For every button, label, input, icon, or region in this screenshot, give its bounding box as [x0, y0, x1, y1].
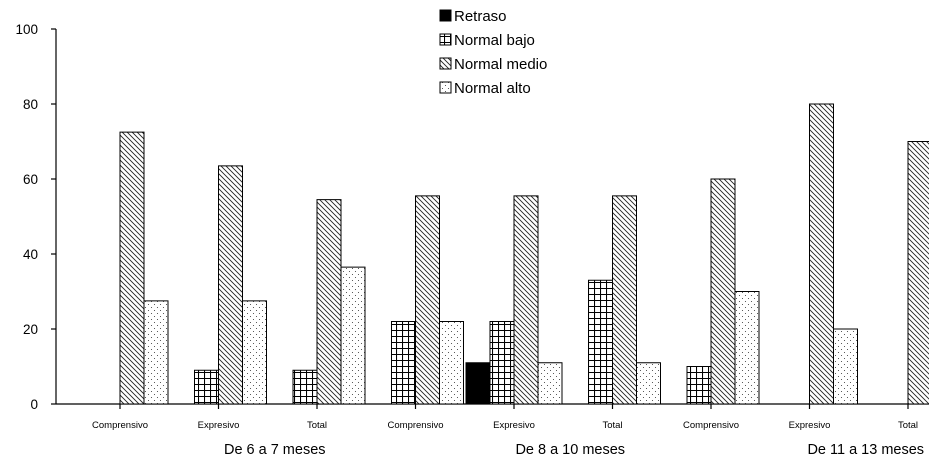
- legend-label: Normal medio: [454, 56, 547, 73]
- x-tick-label: Total: [602, 420, 622, 431]
- legend: Retraso Normal bajo Normal medio Normal alt…: [439, 8, 547, 97]
- bar-normal-bajo: [194, 369, 219, 405]
- legend-label: Retraso: [454, 8, 507, 25]
- x-tick-label: Expresivo: [493, 420, 535, 431]
- legend-swatch: [439, 9, 452, 22]
- bar-normal-medio: [415, 195, 440, 405]
- bar-normal-alto: [734, 291, 760, 405]
- legend-item: Normal medio: [439, 56, 547, 73]
- bar-normal-alto: [340, 266, 366, 405]
- bar-retraso: [465, 362, 491, 405]
- bar-normal-medio: [218, 165, 243, 405]
- x-tick-label: Expresivo: [789, 420, 831, 431]
- bar-normal-alto: [537, 362, 563, 405]
- legend-item: Normal alto: [439, 80, 531, 97]
- x-tick-label: Expresivo: [198, 420, 240, 431]
- y-tick-label: 60: [23, 172, 38, 187]
- legend-label: Normal bajo: [454, 32, 535, 49]
- y-tick-label: 80: [23, 97, 38, 112]
- group-label: De 8 a 10 meses: [515, 442, 625, 458]
- bar-normal-alto: [439, 321, 464, 405]
- legend-item: Retraso: [439, 8, 507, 25]
- x-tick-label: Total: [898, 420, 918, 431]
- bar-normal-medio: [809, 103, 834, 405]
- bar-normal-medio: [119, 131, 145, 405]
- y-tick-label: 20: [23, 322, 38, 337]
- bar-normal-alto: [242, 300, 267, 405]
- group-label: De 6 a 7 meses: [224, 442, 326, 458]
- bar-normal-alto: [636, 362, 661, 405]
- bar-normal-medio: [513, 195, 539, 405]
- group-labels: De 6 a 7 meses De 8 a 10 meses De 11 a 13 …: [224, 442, 924, 458]
- legend-swatch: [439, 57, 452, 70]
- bar-normal-alto: [143, 300, 169, 405]
- bars: [119, 103, 929, 405]
- bar-normal-bajo: [489, 321, 515, 405]
- bar-normal-alto: [833, 328, 858, 405]
- bar-normal-medio: [907, 141, 929, 405]
- bar-normal-bajo: [292, 369, 318, 405]
- y-tick-label: 40: [23, 247, 38, 262]
- x-tick-labels: Comprensivo Expresivo Total Comprensivo Expr…: [92, 420, 918, 431]
- x-tick-label: Comprensivo: [92, 420, 148, 431]
- legend-swatch: [439, 81, 452, 94]
- bar-normal-medio: [316, 199, 342, 405]
- bar-normal-bajo: [588, 279, 613, 405]
- x-tick-label: Total: [307, 420, 327, 431]
- y-tick-label: 0: [30, 397, 38, 412]
- x-tick-label: Comprensivo: [388, 420, 444, 431]
- group-label: De 11 a 13 meses: [807, 442, 924, 458]
- legend-swatch: [439, 33, 452, 46]
- bar-normal-bajo: [686, 366, 712, 405]
- legend-label: Normal alto: [454, 80, 531, 97]
- legend-item: Normal bajo: [439, 32, 535, 49]
- bar-normal-medio: [710, 178, 736, 405]
- y-tick-label: 100: [15, 22, 38, 37]
- bar-normal-medio: [612, 195, 637, 405]
- x-tick-label: Comprensivo: [683, 420, 739, 431]
- bar-normal-bajo: [391, 321, 416, 405]
